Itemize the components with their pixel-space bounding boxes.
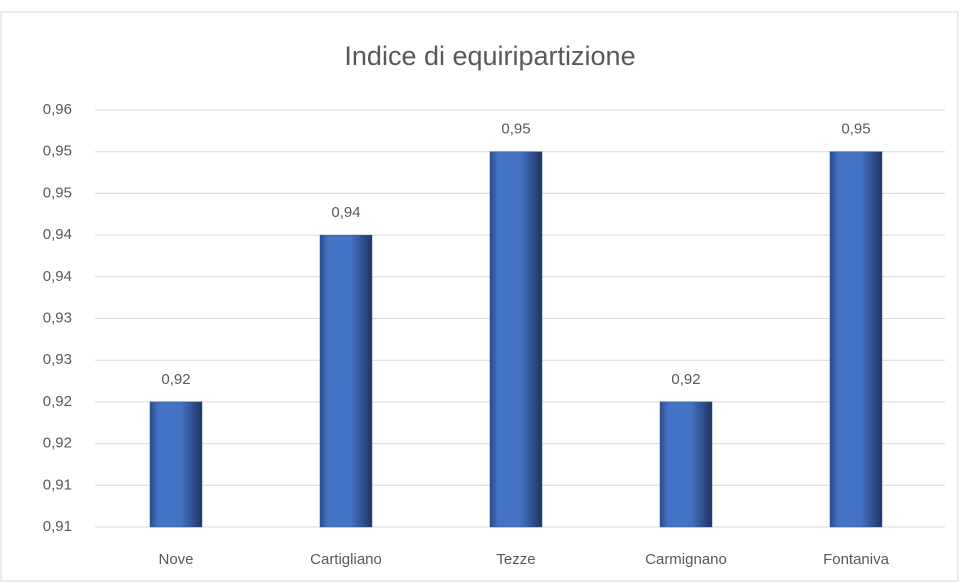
y-tick-label: 0,95 [43, 143, 72, 160]
bar [829, 151, 883, 528]
y-tick-label: 0,96 [43, 101, 72, 118]
data-label: 0,92 [671, 371, 700, 388]
x-tick-label: Carmignano [645, 551, 727, 568]
x-tick-label: Cartigliano [310, 551, 382, 568]
bar [149, 401, 203, 528]
y-tick-label: 0,94 [43, 268, 72, 285]
bar [319, 234, 373, 528]
x-tick-label: Nove [158, 551, 193, 568]
data-label: 0,95 [501, 121, 530, 138]
y-tick-label: 0,91 [43, 518, 72, 535]
y-tick-label: 0,91 [43, 476, 72, 493]
y-tick-label: 0,92 [43, 393, 72, 410]
y-tick-label: 0,92 [43, 435, 72, 452]
chart-border [0, 11, 959, 582]
bar [489, 151, 543, 528]
y-tick-label: 0,95 [43, 184, 72, 201]
bar [659, 401, 713, 528]
chart-title: Indice di equiripartizione [344, 41, 635, 71]
y-tick-label: 0,93 [43, 309, 72, 326]
y-tick-label: 0,94 [43, 226, 72, 243]
data-label: 0,94 [331, 204, 360, 221]
data-label: 0,95 [841, 121, 870, 138]
x-tick-label: Fontaniva [823, 551, 890, 568]
y-tick-label: 0,93 [43, 351, 72, 368]
x-tick-label: Tezze [496, 551, 535, 568]
data-label: 0,92 [161, 371, 190, 388]
